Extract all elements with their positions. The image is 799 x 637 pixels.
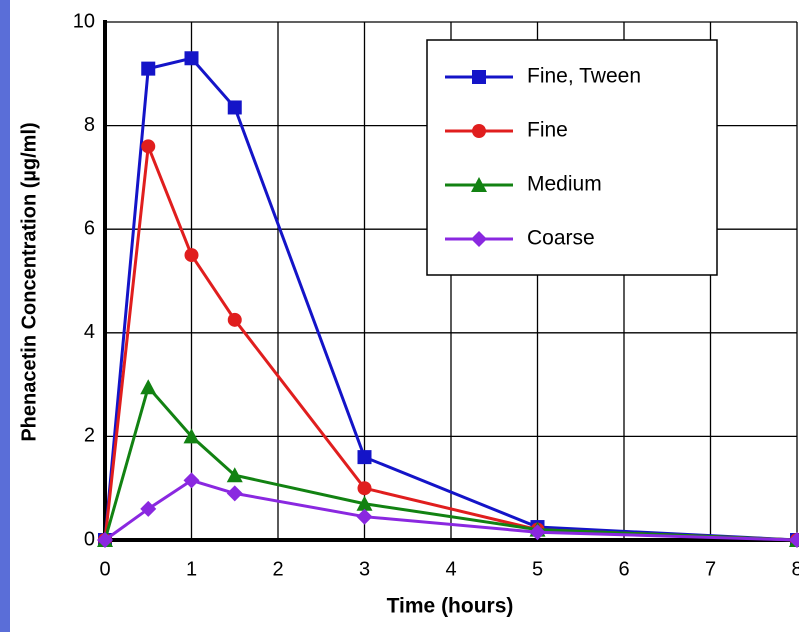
marker	[529, 524, 546, 541]
marker	[356, 508, 373, 525]
marker	[184, 248, 199, 263]
x-tick-label: 6	[618, 558, 629, 580]
legend-marker	[471, 177, 487, 192]
marker	[227, 100, 242, 115]
y-tick-label: 4	[84, 321, 95, 343]
y-tick-label: 0	[84, 528, 95, 550]
x-axis-label: Time (hours)	[387, 595, 514, 618]
y-tick-label: 2	[84, 425, 95, 447]
x-tick-label: 8	[791, 558, 799, 580]
marker	[357, 450, 372, 465]
x-tick-label: 5	[532, 558, 543, 580]
y-tick-label: 6	[84, 217, 95, 239]
legend-label: Fine	[527, 119, 568, 142]
marker	[140, 379, 157, 395]
x-tick-label: 4	[445, 558, 456, 580]
marker	[227, 312, 242, 327]
marker	[183, 472, 200, 489]
marker	[226, 485, 243, 502]
legend-marker	[471, 231, 487, 247]
marker	[141, 61, 156, 76]
x-tick-label: 3	[359, 558, 370, 580]
x-tick-label: 1	[186, 558, 197, 580]
legend: Fine, Tween Fine Medium Coarse	[426, 39, 718, 276]
marker	[97, 532, 113, 548]
y-tick-label: 8	[84, 114, 95, 136]
x-tick-label: 0	[99, 558, 110, 580]
marker	[357, 481, 372, 496]
legend-marker	[472, 124, 486, 138]
marker	[789, 532, 799, 548]
marker	[226, 467, 243, 483]
legend-marker	[472, 70, 486, 84]
marker	[184, 51, 199, 66]
y-tick-label: 10	[73, 10, 95, 32]
x-tick-label: 2	[272, 558, 283, 580]
marker	[183, 428, 200, 444]
y-axis-label: Phenacetin Concentration (µg/ml)	[18, 122, 40, 441]
marker	[140, 500, 157, 517]
legend-label: Coarse	[527, 227, 595, 250]
marker	[356, 495, 373, 511]
legend-label: Medium	[527, 173, 602, 196]
marker	[141, 139, 156, 154]
legend-label: Fine, Tween	[527, 65, 641, 88]
x-tick-label: 7	[705, 558, 716, 580]
